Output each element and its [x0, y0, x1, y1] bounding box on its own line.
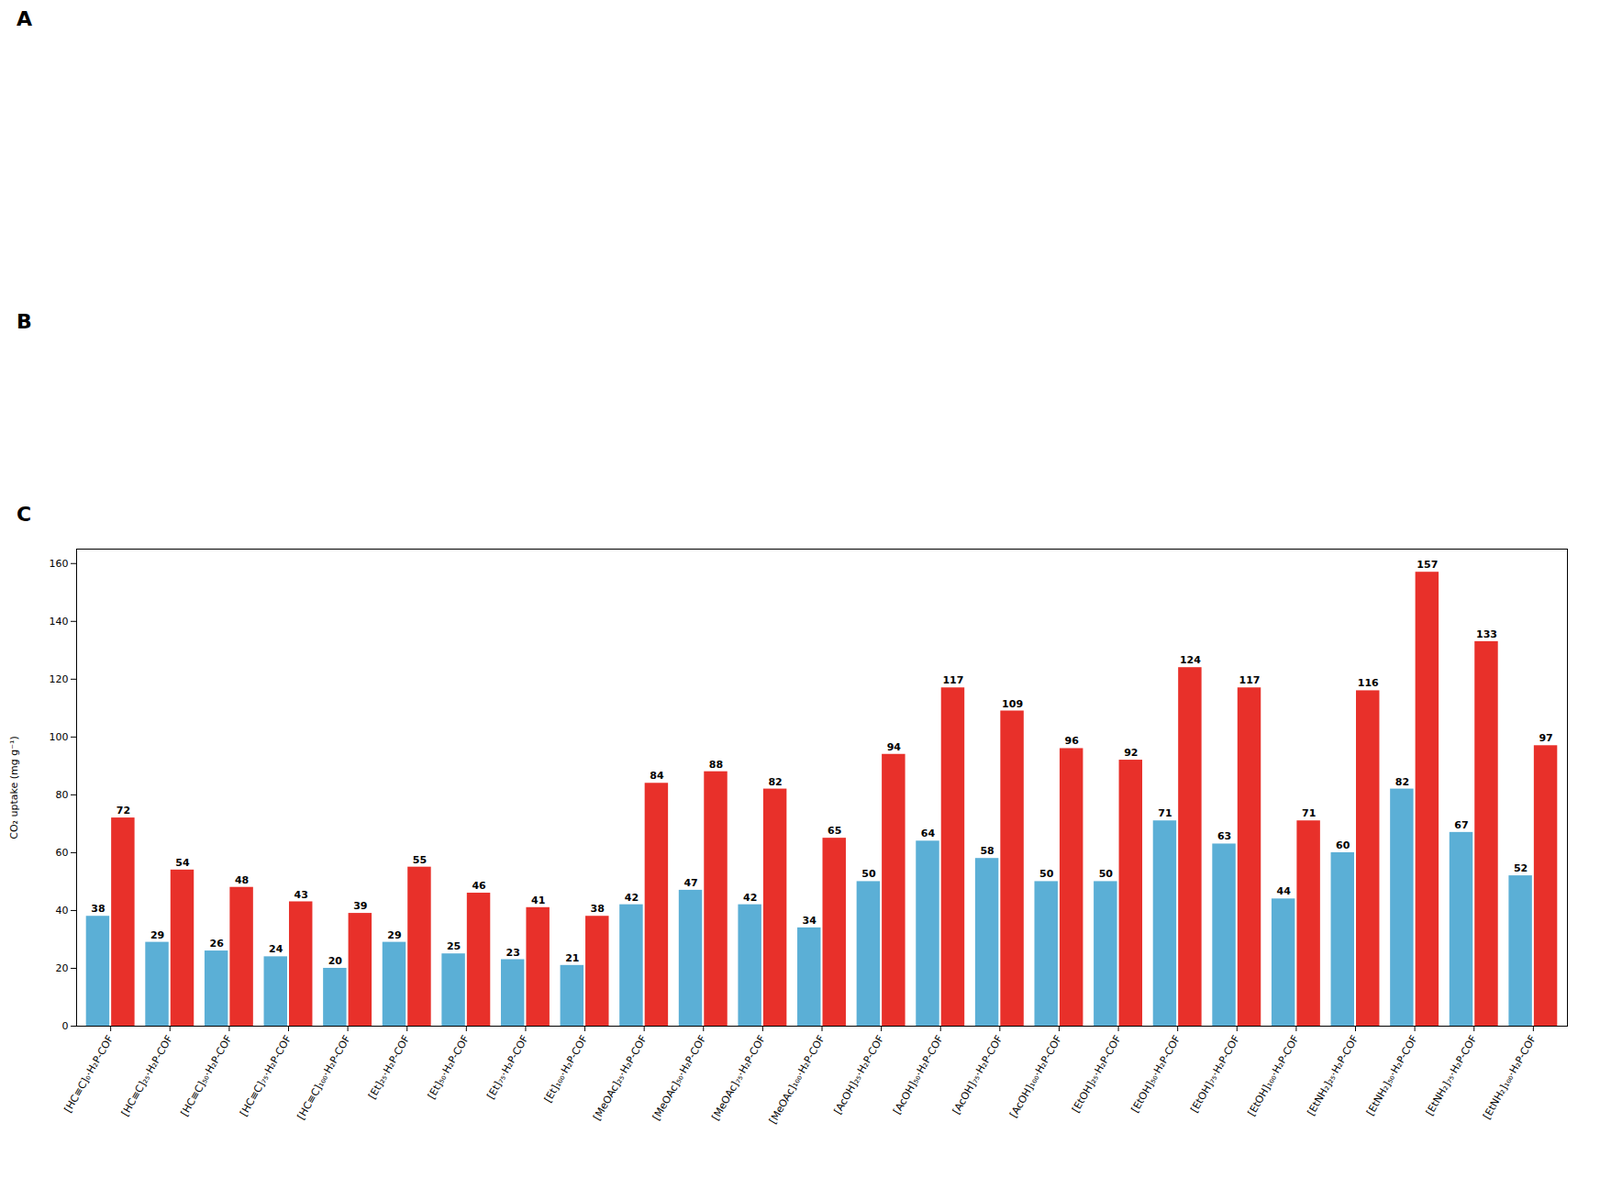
svg-text:60: 60: [1335, 839, 1351, 852]
svg-text:[AcOH]₅₀·H₂P-COF: [AcOH]₅₀·H₂P-COF: [890, 1033, 946, 1116]
svg-text:42: 42: [624, 891, 639, 904]
svg-text:24: 24: [268, 943, 284, 956]
svg-text:0: 0: [62, 1020, 69, 1033]
svg-text:117: 117: [1239, 674, 1261, 687]
svg-text:100: 100: [49, 731, 69, 744]
svg-text:63: 63: [1217, 830, 1232, 843]
svg-text:34: 34: [802, 914, 818, 927]
svg-text:64: 64: [921, 827, 936, 840]
svg-text:44: 44: [1277, 885, 1292, 898]
svg-text:124: 124: [1179, 654, 1201, 667]
svg-text:[MeOAc]₁₀₀·H₂P-COF: [MeOAc]₁₀₀·H₂P-COF: [766, 1033, 828, 1126]
svg-text:20: 20: [328, 955, 344, 967]
svg-text:26: 26: [209, 937, 224, 950]
svg-text:67: 67: [1454, 819, 1468, 832]
svg-text:23: 23: [506, 946, 521, 959]
svg-text:[EtOH]₇₅·H₂P-COF: [EtOH]₇₅·H₂P-COF: [1188, 1033, 1243, 1115]
svg-text:96: 96: [1065, 734, 1080, 747]
svg-text:[HC≡C]₂₅·H₂P-COF: [HC≡C]₂₅·H₂P-COF: [119, 1033, 176, 1119]
svg-text:157: 157: [1416, 558, 1438, 571]
svg-text:[HC≡C]₅₀·H₂P-COF: [HC≡C]₅₀·H₂P-COF: [178, 1033, 235, 1119]
svg-text:117: 117: [942, 674, 964, 687]
svg-text:[AcOH]₂₅·H₂P-COF: [AcOH]₂₅·H₂P-COF: [832, 1033, 888, 1116]
svg-text:[AcOH]₁₀₀·H₂P-COF: [AcOH]₁₀₀·H₂P-COF: [1007, 1033, 1065, 1120]
svg-text:[EtNH₂]₁₀₀·H₂P-COF: [EtNH₂]₁₀₀·H₂P-COF: [1480, 1033, 1539, 1122]
svg-text:43: 43: [294, 888, 309, 901]
svg-text:[MeOAc]₅₀·H₂P-COF: [MeOAc]₅₀·H₂P-COF: [650, 1033, 710, 1123]
svg-text:82: 82: [767, 776, 782, 789]
svg-text:55: 55: [412, 854, 427, 867]
svg-text:97: 97: [1538, 732, 1553, 745]
svg-text:[Et]₅₀·H₂P-COF: [Et]₅₀·H₂P-COF: [425, 1033, 472, 1101]
svg-text:[HC≡C]₀·H₂P-COF: [HC≡C]₀·H₂P-COF: [62, 1033, 117, 1115]
svg-text:20: 20: [55, 962, 69, 975]
svg-text:71: 71: [1301, 807, 1316, 820]
svg-text:[EtNH₂]₇₅·H₂P-COF: [EtNH₂]₇₅·H₂P-COF: [1423, 1033, 1480, 1118]
svg-text:47: 47: [683, 877, 698, 889]
svg-text:133: 133: [1476, 628, 1498, 641]
svg-text:88: 88: [709, 758, 723, 771]
html-text:C: C: [16, 502, 32, 526]
svg-text:72: 72: [116, 804, 131, 817]
svg-text:38: 38: [590, 902, 605, 915]
svg-text:[HC≡C]₁₀₀·H₂P-COF: [HC≡C]₁₀₀·H₂P-COF: [295, 1033, 354, 1122]
svg-text:48: 48: [234, 874, 249, 887]
svg-text:38: 38: [90, 902, 105, 915]
svg-text:109: 109: [1001, 698, 1023, 711]
svg-text:29: 29: [387, 929, 401, 942]
svg-text:[Et]₇₅·H₂P-COF: [Et]₇₅·H₂P-COF: [484, 1033, 531, 1101]
html-text:B: B: [16, 310, 32, 334]
svg-text:65: 65: [827, 824, 842, 837]
svg-text:71: 71: [1157, 807, 1172, 820]
svg-text:60: 60: [55, 846, 69, 859]
svg-text:21: 21: [565, 952, 579, 965]
svg-text:54: 54: [175, 856, 190, 869]
svg-text:[EtNH₂]₂₅·H₂P-COF: [EtNH₂]₂₅·H₂P-COF: [1305, 1033, 1362, 1118]
svg-text:[MeOAc]₇₅·H₂P-COF: [MeOAc]₇₅·H₂P-COF: [709, 1033, 768, 1123]
svg-text:52: 52: [1513, 862, 1528, 875]
svg-text:39: 39: [353, 900, 367, 912]
svg-text:[HC≡C]₇₅·H₂P-COF: [HC≡C]₇₅·H₂P-COF: [237, 1033, 294, 1119]
svg-text:80: 80: [55, 788, 69, 801]
svg-text:41: 41: [531, 894, 545, 907]
svg-text:120: 120: [49, 673, 69, 686]
svg-text:58: 58: [979, 844, 994, 857]
svg-text:82: 82: [1395, 776, 1410, 789]
svg-text:[EtOH]₂₅·H₂P-COF: [EtOH]₂₅·H₂P-COF: [1069, 1033, 1124, 1115]
svg-text:140: 140: [49, 615, 69, 628]
svg-text:[EtNH₂]₅₀·H₂P-COF: [EtNH₂]₅₀·H₂P-COF: [1364, 1033, 1421, 1118]
svg-text:[EtOH]₁₀₀·H₂P-COF: [EtOH]₁₀₀·H₂P-COF: [1245, 1033, 1302, 1118]
svg-text:25: 25: [446, 940, 461, 953]
svg-text:29: 29: [150, 929, 165, 942]
svg-text:[MeOAc]₂₅·H₂P-COF: [MeOAc]₂₅·H₂P-COF: [590, 1033, 650, 1123]
svg-text:50: 50: [1039, 867, 1055, 880]
svg-text:[Et]₂₅·H₂P-COF: [Et]₂₅·H₂P-COF: [366, 1033, 412, 1101]
svg-text:46: 46: [471, 879, 487, 892]
svg-text:92: 92: [1123, 746, 1138, 759]
svg-text:94: 94: [887, 741, 902, 754]
svg-text:116: 116: [1357, 677, 1379, 689]
svg-text:50: 50: [1099, 867, 1114, 880]
html-text:A: A: [16, 7, 33, 31]
svg-text:[AcOH]₇₅·H₂P-COF: [AcOH]₇₅·H₂P-COF: [950, 1033, 1006, 1116]
svg-text:[EtOH]₅₀·H₂P-COF: [EtOH]₅₀·H₂P-COF: [1129, 1033, 1184, 1115]
svg-text:40: 40: [55, 904, 69, 917]
svg-text:84: 84: [649, 769, 665, 782]
svg-text:42: 42: [743, 891, 757, 904]
svg-text:160: 160: [49, 557, 69, 570]
svg-text:50: 50: [861, 867, 877, 880]
svg-text:CO₂ uptake (mg g⁻¹): CO₂ uptake (mg g⁻¹): [8, 735, 21, 839]
svg-text:[Et]₁₀₀·H₂P-COF: [Et]₁₀₀·H₂P-COF: [542, 1033, 590, 1105]
